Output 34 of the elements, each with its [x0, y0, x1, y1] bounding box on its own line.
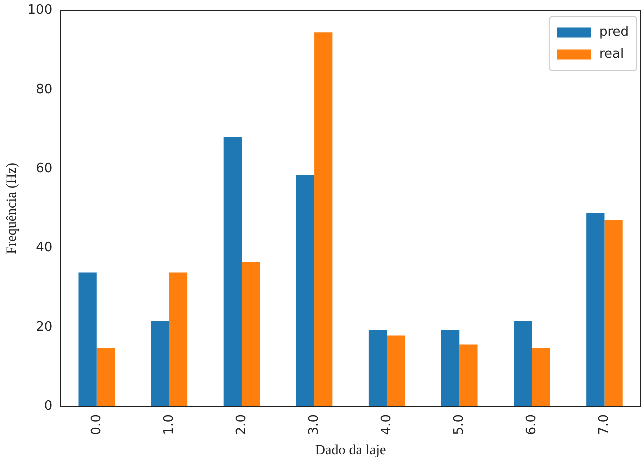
x-tick-label: 0.0: [89, 414, 104, 436]
legend-label: pred: [599, 25, 629, 40]
bar: [514, 321, 532, 407]
bar: [532, 348, 550, 407]
x-tick-label: 6.0: [524, 414, 540, 436]
bar: [314, 32, 333, 407]
x-tick-label: 2.0: [234, 414, 250, 436]
bar: [224, 137, 242, 407]
y-tick-label: 0: [44, 398, 53, 414]
bar: [604, 220, 623, 407]
legend-label: real: [599, 47, 624, 62]
bar: [96, 348, 116, 407]
bar: [441, 330, 460, 407]
x-tick-label: 4.0: [379, 414, 394, 436]
y-tick-label: 40: [36, 240, 53, 256]
x-tick-label: 3.0: [306, 414, 322, 436]
x-tick-label: 7.0: [597, 414, 612, 436]
y-tick-label: 100: [28, 3, 53, 18]
bar: [242, 262, 260, 407]
x-tick-label: 5.0: [452, 414, 468, 436]
bar: [151, 321, 170, 407]
bar: [296, 175, 315, 407]
bar: [169, 272, 188, 407]
bar: [586, 213, 605, 407]
y-tick-label: 80: [36, 82, 53, 98]
y-tick-label: 60: [36, 161, 53, 176]
y-axis-title: Frequência (Hz): [5, 162, 20, 254]
bar: [78, 272, 97, 407]
x-axis-title: Dado da laje: [315, 443, 386, 458]
x-tick-label: 1.0: [162, 414, 177, 436]
y-tick-label: 20: [36, 320, 53, 335]
bar: [460, 344, 478, 407]
bar: [368, 330, 388, 407]
bar: [387, 336, 406, 407]
